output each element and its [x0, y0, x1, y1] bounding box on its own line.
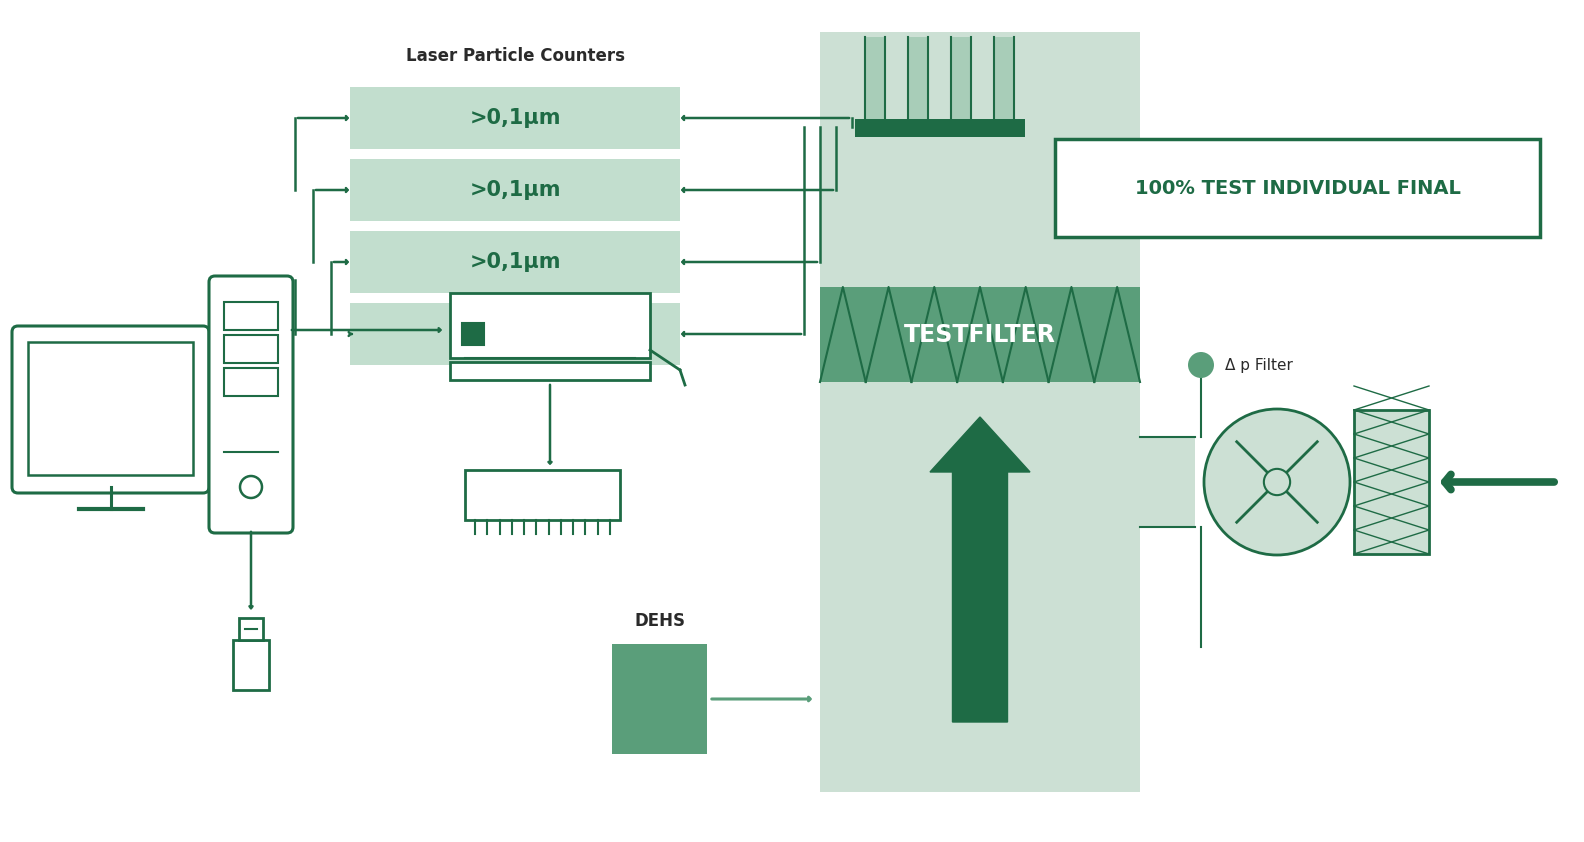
Text: >0,1μm: >0,1μm	[469, 180, 561, 200]
Bar	[855, 119, 1025, 137]
Bar	[1140, 437, 1194, 527]
Bar	[466, 470, 619, 520]
Text: Δ p Filter: Δ p Filter	[1224, 358, 1293, 372]
Bar	[450, 293, 649, 358]
Text: >0,1μm: >0,1μm	[469, 108, 561, 128]
Bar	[233, 640, 269, 690]
Bar	[950, 37, 971, 132]
Bar	[350, 159, 680, 221]
Text: 100% TEST INDIVIDUAL FINAL: 100% TEST INDIVIDUAL FINAL	[1134, 179, 1460, 198]
Bar	[865, 37, 885, 132]
Bar	[821, 287, 1140, 382]
Circle shape	[1264, 469, 1289, 495]
FancyBboxPatch shape	[223, 302, 279, 330]
Circle shape	[1188, 352, 1213, 378]
Text: TESTFILTER: TESTFILTER	[904, 322, 1057, 347]
FancyBboxPatch shape	[223, 368, 279, 396]
FancyBboxPatch shape	[13, 326, 209, 493]
Bar	[821, 32, 1140, 792]
Bar	[29, 342, 193, 475]
Bar	[611, 644, 706, 754]
FancyArrow shape	[930, 417, 1030, 722]
Bar	[450, 362, 649, 380]
Bar	[350, 231, 680, 293]
Bar	[239, 618, 263, 640]
Bar	[350, 87, 680, 149]
Bar	[908, 37, 928, 132]
Text: Laser Particle Counters: Laser Particle Counters	[406, 47, 624, 65]
Bar	[1354, 410, 1429, 554]
Text: >0,1μm: >0,1μm	[469, 324, 561, 344]
FancyBboxPatch shape	[209, 276, 293, 533]
Circle shape	[1204, 409, 1350, 555]
Text: >0,1μm: >0,1μm	[469, 252, 561, 272]
Text: DEHS: DEHS	[634, 612, 684, 630]
FancyBboxPatch shape	[223, 335, 279, 363]
Bar	[1055, 139, 1540, 237]
Bar	[463, 323, 485, 345]
Bar	[350, 303, 680, 365]
Circle shape	[241, 476, 261, 498]
Bar	[995, 37, 1014, 132]
